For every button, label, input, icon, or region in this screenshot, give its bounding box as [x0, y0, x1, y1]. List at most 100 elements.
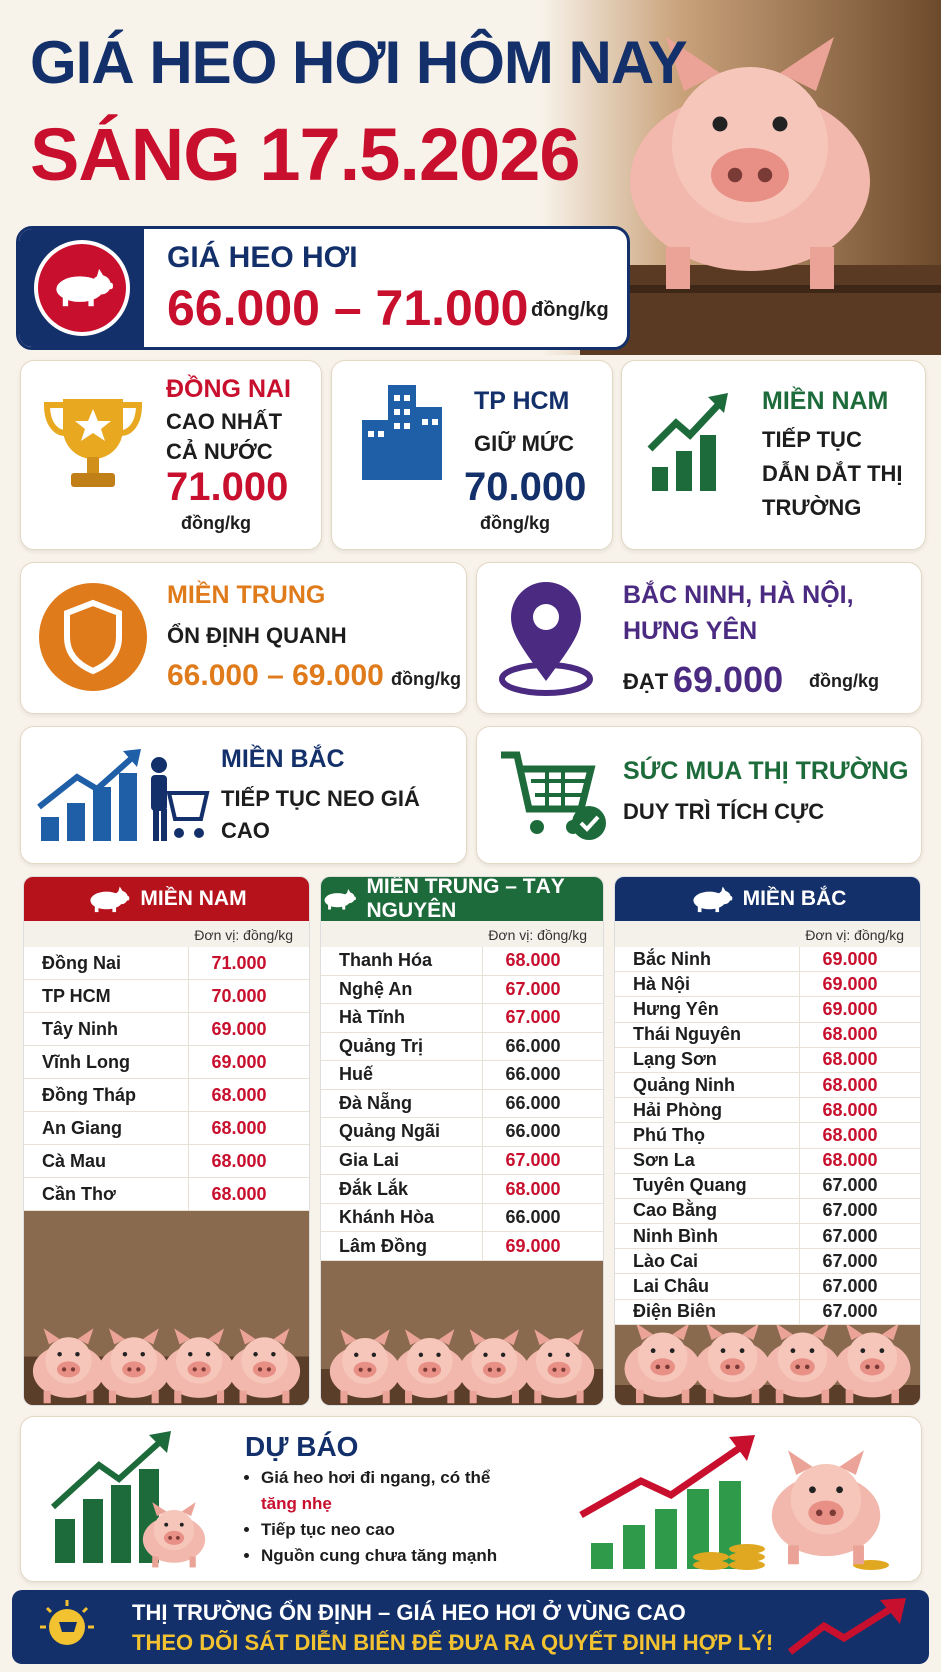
table-row: Quảng Ngãi 66.000 — [321, 1118, 603, 1147]
province: Sơn La — [633, 1150, 695, 1171]
table-row: Đồng Nai 71.000 — [24, 947, 309, 980]
price: 67.000 — [799, 1173, 900, 1198]
table-row: Phú Thọ 68.000 — [615, 1123, 920, 1149]
table-row: Cà Mau 68.000 — [24, 1145, 309, 1178]
price: 69.000 — [799, 997, 900, 1022]
footer: THỊ TRƯỜNG ỔN ĐỊNH – GIÁ HEO HƠI Ở VÙNG … — [12, 1590, 929, 1664]
unit-note: Đơn vị: đồng/kg — [24, 921, 309, 947]
table-row: Gia Lai 67.000 — [321, 1146, 603, 1176]
price: 66.000 — [482, 1089, 583, 1118]
card-title: MIỀN TRUNG — [167, 581, 326, 609]
price: 66.000 — [482, 1061, 583, 1089]
card-text: ỔN ĐỊNH QUANH — [167, 623, 347, 648]
price: 68.000 — [799, 1022, 900, 1047]
pig — [694, 1324, 771, 1403]
card-unit: đồng/kg — [480, 513, 550, 533]
table-row: Lâm Đồng 69.000 — [321, 1232, 603, 1261]
card-title: ĐỒNG NAI — [166, 375, 291, 403]
price: 69.000 — [188, 1013, 289, 1045]
table-row: Lào Cai 67.000 — [615, 1249, 920, 1275]
price: 69.000 — [799, 947, 900, 972]
table-row: Tây Ninh 69.000 — [24, 1013, 309, 1046]
province: Hà Nội — [633, 973, 691, 994]
price: 68.000 — [188, 1145, 289, 1177]
card-mien-nam: MIỀN NAM TIẾP TỤC DẪN DẮT THỊ TRƯỜNG — [621, 360, 926, 550]
table-row: Đồng Tháp 68.000 — [24, 1079, 309, 1112]
table-region: MIỀN NAM — [140, 887, 247, 910]
table-row: Cần Thơ 68.000 — [24, 1178, 309, 1211]
province: Quảng Ngãi — [339, 1121, 441, 1142]
price: 68.000 — [799, 1047, 900, 1072]
pin-icon — [499, 582, 593, 696]
card-title: BẮC NINH, HÀ NỘI, HƯNG YÊN — [623, 581, 854, 645]
table-region: MIỀN TRUNG – TÂY NGUYÊN — [366, 876, 565, 922]
pig — [329, 1329, 401, 1404]
card-title: TP HCM — [474, 387, 570, 415]
province: Lâm Đồng — [339, 1235, 427, 1256]
province: Nghệ An — [339, 978, 413, 999]
province: An Giang — [42, 1117, 122, 1138]
card-value: 66.000 – 69.000 — [167, 659, 384, 692]
trophy-icon — [43, 399, 143, 487]
footer-icon — [40, 1600, 94, 1645]
province: Quảng Trị — [339, 1035, 424, 1056]
pig-icon — [321, 885, 356, 913]
province: Đà Nẵng — [339, 1092, 413, 1113]
card-title: MIỀN BẮC — [221, 745, 345, 773]
card-unit: đồng/kg — [181, 513, 251, 533]
province: Điện Biên — [633, 1301, 717, 1322]
card-mien-bac: MIỀN BẮC TIẾP TỤC NEO GIÁ CAO — [20, 726, 467, 864]
forecast-bullet: Tiếp tục neo cao — [261, 1517, 497, 1543]
province: Thanh Hóa — [339, 950, 432, 971]
price: 68.000 — [799, 1148, 900, 1173]
price: 68.000 — [188, 1112, 289, 1144]
card-value: 70.000 — [464, 465, 587, 509]
table-row: Lai Châu 67.000 — [615, 1274, 920, 1300]
table-row: Điện Biên 67.000 — [615, 1299, 920, 1325]
pig-shape — [91, 887, 130, 913]
table-row: Vĩnh Long 69.000 — [24, 1046, 309, 1079]
banner-range: 66.000 – 71.000 — [167, 280, 529, 336]
province: Đồng Nai — [42, 952, 121, 973]
price: 66.000 — [482, 1118, 583, 1146]
price: 69.000 — [799, 972, 900, 997]
unit-note: Đơn vị: đồng/kg — [615, 921, 920, 947]
forecast-bullet: Giá heo hơi đi ngang, có thể tăng nhẹ — [261, 1465, 497, 1517]
card-text: DUY TRÌ TÍCH CỰC — [623, 799, 825, 824]
banner-label: GIÁ HEO HƠI — [167, 241, 358, 274]
forecast-bullet: Nguồn cung chưa tăng mạnh — [261, 1543, 497, 1569]
pig-shape — [693, 887, 732, 913]
price-table: MIỀN TRUNG – TÂY NGUYÊN Đơn vị: đồng/kg Th… — [320, 876, 604, 1406]
province: Bắc Ninh — [633, 948, 712, 969]
price: 71.000 — [188, 947, 289, 979]
price: 68.000 — [799, 1123, 900, 1148]
forecast-icon-left — [50, 1431, 206, 1568]
province: Huế — [339, 1064, 374, 1085]
forecast-list: Giá heo hơi đi ngang, có thể tăng nhẹ Tiế… — [241, 1465, 497, 1569]
card-text: GIỮ MỨC — [474, 431, 575, 456]
price-banner: GIÁ HEO HƠI 66.000 – 71.000 đồng/kg — [16, 226, 630, 350]
price: 68.000 — [188, 1178, 289, 1210]
bullet-emphasis: tăng nhẹ — [261, 1494, 332, 1513]
table-row: Đà Nẵng 66.000 — [321, 1089, 603, 1119]
pig — [394, 1329, 465, 1404]
price: 68.000 — [799, 1098, 900, 1123]
price: 67.000 — [799, 1198, 900, 1224]
table-row: Lạng Sơn 68.000 — [615, 1047, 920, 1073]
province: Hải Phòng — [633, 1099, 722, 1120]
table-region: MIỀN BẮC — [742, 887, 847, 910]
card-tp-hcm: TP HCM GIỮ MỨC 70.000 đồng/kg — [331, 360, 613, 550]
table-row: TP HCM 70.000 — [24, 980, 309, 1013]
forecast-icon-right — [579, 1435, 889, 1570]
price-table: MIỀN NAM Đơn vị: đồng/kg Đồng Nai 71.000 TP … — [23, 876, 310, 1406]
table-row: Bắc Ninh 69.000 — [615, 947, 920, 973]
card-text: TIẾP TỤC NEO GIÁ CAO — [221, 786, 420, 843]
card-mien-trung: MIỀN TRUNG ỔN ĐỊNH QUANH 66.000 – 69.000… — [20, 562, 467, 714]
table-row: Huế 66.000 — [321, 1061, 603, 1090]
pig-photo — [615, 1324, 920, 1405]
banner-unit: đồng/kg — [531, 299, 609, 321]
price: 67.000 — [799, 1299, 900, 1324]
price: 68.000 — [482, 1175, 583, 1203]
floor — [615, 1384, 920, 1405]
price: 69.000 — [482, 1232, 583, 1260]
